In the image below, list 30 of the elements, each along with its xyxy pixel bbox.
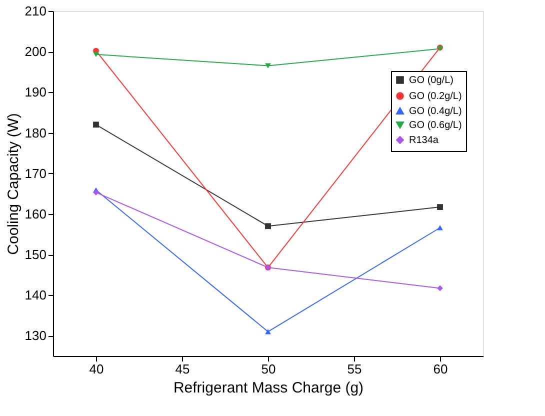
point <box>265 63 271 68</box>
y-tick-label: 170 <box>24 166 46 181</box>
x-tick-label: 45 <box>175 362 190 376</box>
point <box>437 204 443 210</box>
y-axis-title: Cooling Capacity (W) <box>4 113 22 255</box>
x-tick-label: 40 <box>89 362 104 376</box>
y-tick-label: 180 <box>24 125 46 140</box>
point <box>265 223 271 230</box>
point <box>437 225 443 230</box>
y-tick-label: 160 <box>24 206 46 222</box>
x-tick-label: 50 <box>261 362 276 376</box>
y-tick-label: 210 <box>24 4 46 18</box>
legend-label: GO (0.6g/L) <box>409 120 462 131</box>
point <box>93 122 99 128</box>
x-axis-title: Refrigerant Mass Charge (g) <box>173 380 364 396</box>
y-tick-label: 140 <box>24 288 46 303</box>
point <box>437 285 443 292</box>
point <box>265 329 271 334</box>
legend-label: GO (0g/L) <box>409 75 454 86</box>
y-tick-label: 130 <box>24 328 46 344</box>
y-tick-label: 200 <box>24 44 46 60</box>
legend-label: R134a <box>409 135 439 146</box>
x-tick-label: 60 <box>433 362 448 376</box>
point <box>93 189 99 196</box>
x-tick-label: 55 <box>347 362 362 376</box>
legend-label: GO (0.4g/L) <box>409 106 462 117</box>
legend-label: GO (0.2g/L) <box>409 91 462 102</box>
y-tick-label: 190 <box>24 84 46 100</box>
point <box>93 52 99 57</box>
y-tick-label: 150 <box>24 247 46 262</box>
